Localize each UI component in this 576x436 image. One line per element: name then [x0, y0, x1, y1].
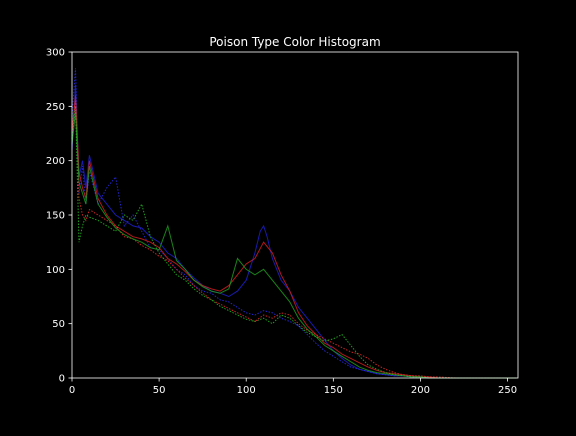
y-tick-label: 50: [52, 319, 65, 330]
x-tick-label: 250: [498, 385, 517, 396]
y-tick-label: 150: [46, 211, 65, 222]
y-tick-label: 300: [46, 48, 65, 59]
y-tick-label: 250: [46, 102, 65, 113]
series-line-6: [71, 106, 517, 379]
y-axis: 0 50 100 150 200 250 300: [46, 48, 72, 385]
chart-title: Poison Type Color Histogram: [209, 35, 380, 49]
plot-area: [72, 52, 518, 378]
x-tick-label: 100: [237, 385, 256, 396]
series-layer: [71, 68, 517, 379]
x-axis: 0 50 100 150 200 250: [69, 378, 517, 396]
x-tick-label: 50: [153, 385, 166, 396]
x-tick-label: 200: [411, 385, 430, 396]
x-tick-label: 150: [324, 385, 343, 396]
y-tick-label: 100: [46, 265, 65, 276]
series-line-1: [71, 84, 517, 379]
y-tick-label: 0: [59, 374, 65, 385]
y-tick-label: 200: [46, 156, 65, 167]
plot-background: [72, 52, 518, 378]
x-tick-label: 0: [69, 385, 75, 396]
